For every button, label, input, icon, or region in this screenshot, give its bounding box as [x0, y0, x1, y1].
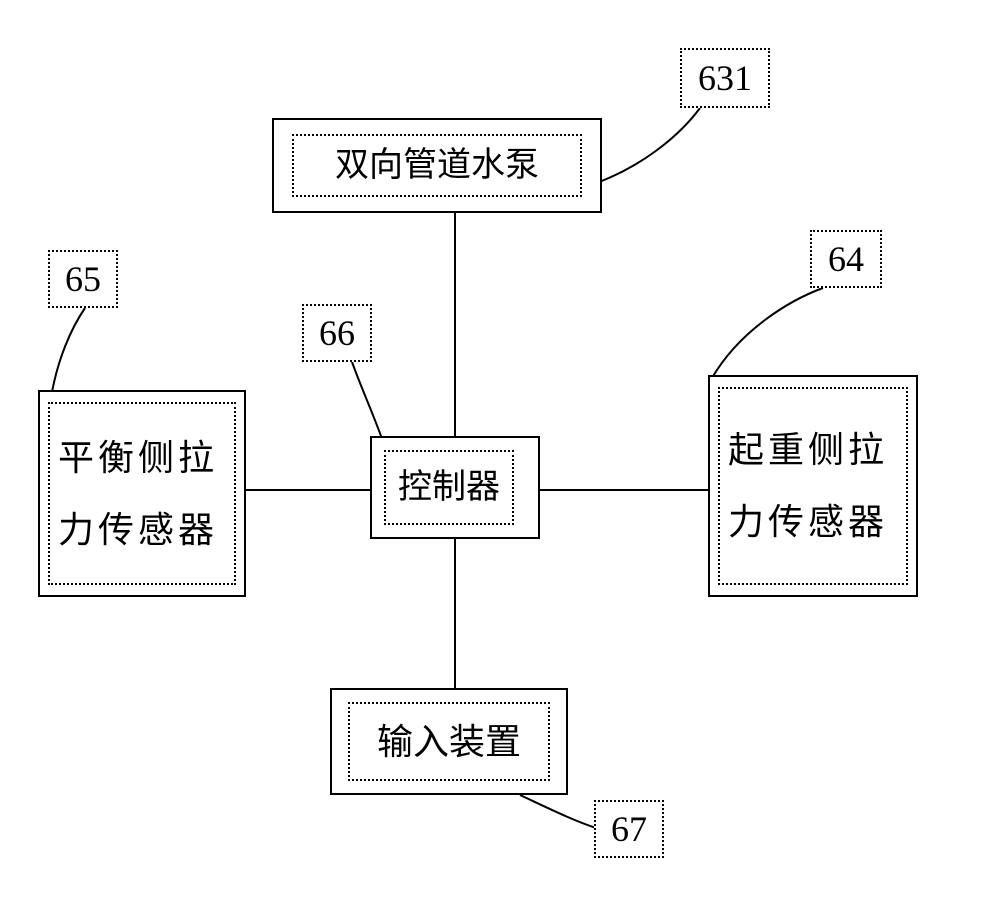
leader-67: [520, 795, 596, 828]
callout-631: 631: [680, 48, 770, 108]
node-top-label: 双向管道水泵: [335, 140, 539, 191]
node-bottom-label: 输入装置: [377, 715, 521, 769]
callout-66: 66: [302, 304, 372, 362]
node-left-label-line2: 力传感器: [58, 503, 218, 557]
node-right-label-line1: 起重侧拉: [728, 423, 888, 477]
leader-64: [712, 288, 823, 378]
callout-631-label: 631: [698, 57, 752, 99]
diagram-canvas: 双向管道水泵 平衡侧拉 力传感器 控制器 起重侧拉 力传感器 输入装置 631 …: [0, 0, 1000, 916]
node-bottom-inner: 输入装置: [348, 702, 550, 781]
callout-67: 67: [594, 800, 664, 858]
callout-64: 64: [810, 230, 882, 288]
node-left-inner: 平衡侧拉 力传感器: [48, 402, 236, 585]
callout-65: 65: [48, 250, 118, 308]
node-right-label-line2: 力传感器: [728, 495, 888, 549]
node-center-label: 控制器: [398, 462, 500, 513]
node-right-inner: 起重侧拉 力传感器: [718, 387, 908, 585]
callout-67-label: 67: [611, 808, 647, 850]
node-left-label-line1: 平衡侧拉: [58, 431, 218, 485]
callout-65-label: 65: [65, 258, 101, 300]
leader-65: [52, 308, 85, 392]
node-top-inner: 双向管道水泵: [292, 134, 582, 197]
callout-66-label: 66: [319, 312, 355, 354]
node-center-inner: 控制器: [384, 450, 514, 525]
callout-64-label: 64: [828, 238, 864, 280]
